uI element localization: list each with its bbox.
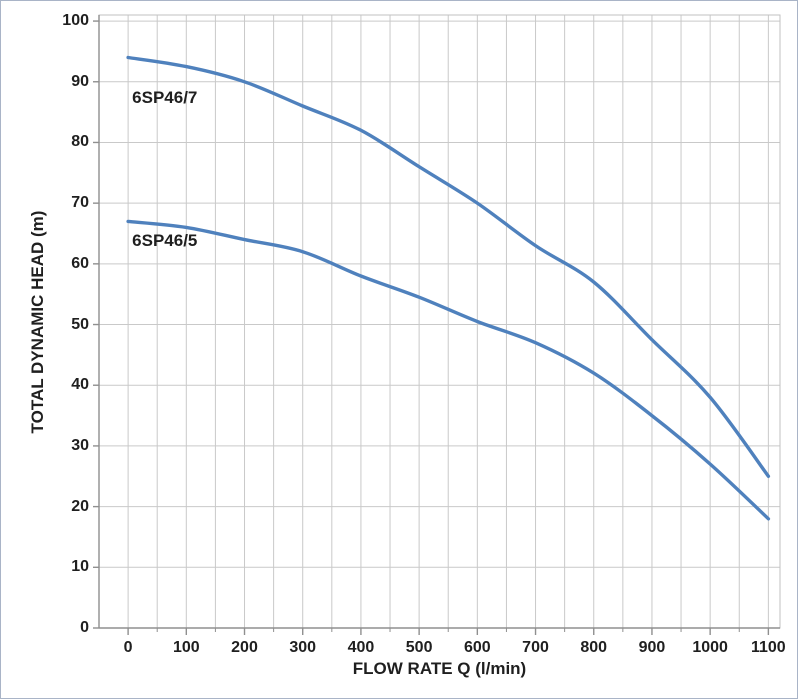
series-label: 6SP46/5	[132, 231, 198, 251]
x-tick-label: 0	[123, 639, 133, 656]
curve-6sp46-7	[126, 55, 771, 478]
x-tick-label: 200	[231, 639, 258, 656]
x-tick-label: 900	[638, 639, 666, 656]
y-tick-label: 100	[62, 12, 89, 30]
x-tick-label: 400	[347, 639, 375, 656]
x-tick-label: 800	[580, 639, 608, 656]
y-tick-label: 90	[71, 72, 89, 90]
y-tick-label: 80	[71, 133, 89, 151]
x-tick-label: 500	[405, 639, 433, 656]
series-label: 6SP46/7	[132, 87, 198, 107]
y-tick-label: 20	[71, 497, 89, 515]
y-tick-label: 50	[71, 315, 89, 333]
x-tick-label: 100	[172, 639, 200, 656]
y-tick-label: 40	[71, 376, 89, 394]
x-axis-title: FLOW RATE Q (l/min)	[352, 659, 527, 678]
plot-border	[98, 14, 781, 629]
x-tick-label: 1000	[692, 639, 728, 656]
x-tick-label: 300	[289, 639, 317, 656]
y-tick-label: 0	[80, 619, 89, 636]
x-tick-label: 700	[522, 639, 549, 656]
curve-6sp46-5	[126, 219, 771, 521]
y-tick-label: 70	[71, 194, 89, 212]
y-tick-label: 30	[71, 436, 89, 454]
x-tick-label: 600	[463, 639, 491, 656]
y-tick-label: 60	[71, 254, 89, 272]
y-tick-label: 10	[71, 558, 89, 576]
x-tick-label: 1100	[750, 639, 786, 656]
